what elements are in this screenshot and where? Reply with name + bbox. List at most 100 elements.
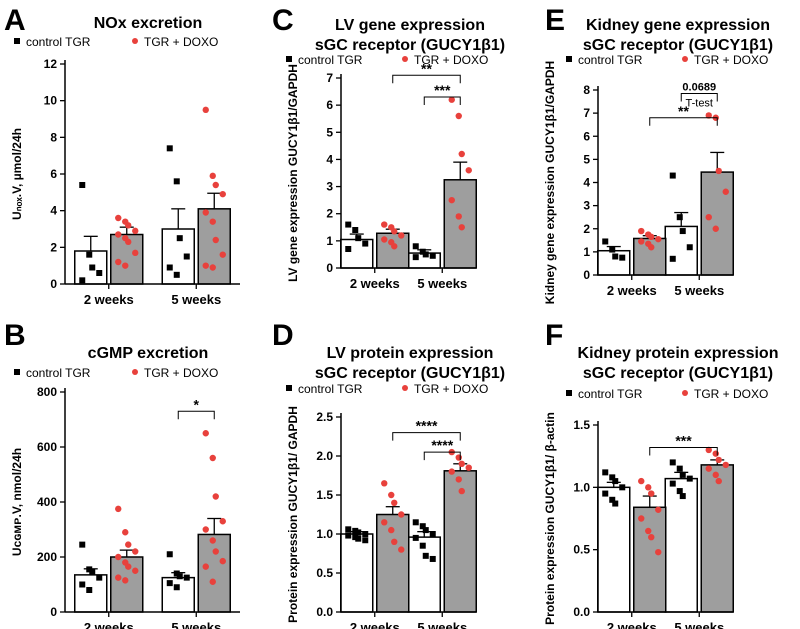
data-point bbox=[183, 574, 190, 581]
y-tick-label: 0.0 bbox=[316, 605, 333, 619]
significance-label: **** bbox=[431, 437, 453, 453]
data-point bbox=[381, 221, 388, 228]
data-point bbox=[448, 468, 455, 475]
legend-control-marker bbox=[286, 385, 292, 391]
data-point bbox=[79, 581, 86, 588]
significance-label: *** bbox=[434, 82, 451, 98]
x-tick-label: 2 weeks bbox=[84, 292, 134, 307]
data-point bbox=[115, 553, 122, 561]
data-point bbox=[209, 218, 216, 225]
data-point bbox=[422, 527, 429, 534]
y-tick-label: 3 bbox=[326, 180, 333, 194]
data-point bbox=[705, 465, 712, 472]
legend-control-marker bbox=[566, 390, 572, 396]
data-point bbox=[448, 196, 455, 204]
y-tick-label: 0 bbox=[326, 261, 333, 275]
data-point bbox=[465, 167, 472, 174]
panel-c: C LV gene expression sGC receptor (GUCY1β1… bbox=[272, 4, 505, 291]
legend-control-label: control TGR bbox=[26, 366, 91, 380]
y-tick-label: 6 bbox=[326, 98, 333, 112]
data-point bbox=[125, 238, 132, 246]
data-point bbox=[166, 145, 173, 152]
legend-doxo-label: TGR + DOXO bbox=[414, 53, 488, 67]
data-point bbox=[345, 246, 352, 252]
legend: control TGR TGR + DOXO bbox=[14, 35, 218, 49]
data-point bbox=[202, 430, 209, 437]
y-tick-label: 5 bbox=[583, 152, 590, 166]
panel-title: LV protein expression bbox=[327, 345, 494, 362]
x-tick-label: 5 weeks bbox=[417, 276, 467, 291]
data-point bbox=[422, 251, 429, 258]
data-point bbox=[465, 464, 472, 471]
data-point bbox=[645, 527, 652, 535]
data-point bbox=[669, 255, 676, 262]
bar bbox=[633, 506, 667, 613]
panel-title: LV gene expression bbox=[335, 17, 485, 34]
y-tick-label: 1.5 bbox=[573, 418, 590, 432]
data-point bbox=[655, 548, 662, 556]
data-point bbox=[458, 460, 465, 467]
data-point bbox=[669, 480, 676, 487]
significance-sublabel: T-test bbox=[685, 97, 713, 109]
data-point bbox=[345, 221, 352, 228]
panel-title: cGMP excretion bbox=[88, 345, 209, 362]
y-tick-label: 4 bbox=[583, 176, 590, 190]
data-point bbox=[132, 227, 139, 235]
y-tick-label: 1.5 bbox=[316, 488, 333, 502]
data-point bbox=[619, 484, 626, 491]
data-point bbox=[391, 243, 398, 250]
x-tick-label: 2 weeks bbox=[350, 620, 400, 629]
data-point bbox=[609, 474, 616, 481]
y-tick-label: 8 bbox=[583, 83, 590, 97]
legend-control-label: control TGR bbox=[578, 387, 643, 401]
data-point bbox=[362, 537, 369, 544]
data-point bbox=[429, 531, 436, 537]
data-point bbox=[86, 587, 93, 593]
data-point bbox=[398, 511, 405, 518]
significance-bracket bbox=[649, 117, 718, 126]
significance-label: *** bbox=[675, 432, 692, 448]
y-tick-label: 5 bbox=[326, 125, 333, 139]
y-tick-label: 400 bbox=[37, 495, 57, 509]
y-tick-label: 1.0 bbox=[573, 480, 590, 494]
data-point bbox=[173, 178, 180, 185]
data-point bbox=[458, 150, 465, 158]
data-point bbox=[212, 236, 219, 244]
data-point bbox=[638, 238, 645, 245]
data-point bbox=[115, 505, 122, 513]
significance-bracket bbox=[392, 74, 461, 84]
data-point bbox=[391, 499, 398, 506]
data-point bbox=[209, 578, 216, 585]
data-point bbox=[612, 500, 619, 507]
data-point bbox=[612, 478, 619, 485]
x-tick-label: 5 weeks bbox=[674, 283, 724, 298]
legend-doxo-marker bbox=[402, 385, 408, 391]
legend-doxo-label: TGR + DOXO bbox=[144, 35, 218, 49]
data-point bbox=[412, 254, 419, 261]
panel-title: sGC receptor (GUCY1β1) bbox=[583, 365, 773, 382]
data-point bbox=[412, 243, 419, 250]
data-point bbox=[219, 251, 226, 258]
data-point bbox=[712, 225, 719, 232]
data-point bbox=[648, 233, 655, 241]
data-point bbox=[429, 252, 436, 259]
data-point bbox=[638, 515, 645, 522]
data-point bbox=[209, 537, 216, 544]
data-point bbox=[458, 224, 465, 231]
bar bbox=[597, 486, 631, 613]
data-point bbox=[669, 459, 676, 466]
data-point bbox=[132, 548, 139, 555]
data-point bbox=[619, 254, 626, 261]
y-tick-label: 0.5 bbox=[316, 566, 333, 580]
legend: control TGR TGR + DOXO bbox=[14, 366, 218, 380]
data-point bbox=[381, 519, 388, 526]
panel-letter: B bbox=[4, 319, 26, 352]
data-point bbox=[166, 264, 173, 271]
data-point bbox=[455, 213, 462, 220]
data-point bbox=[676, 465, 683, 472]
significance-bracket bbox=[177, 410, 215, 420]
bar bbox=[197, 533, 231, 613]
data-point bbox=[429, 555, 436, 562]
data-point bbox=[705, 112, 712, 119]
